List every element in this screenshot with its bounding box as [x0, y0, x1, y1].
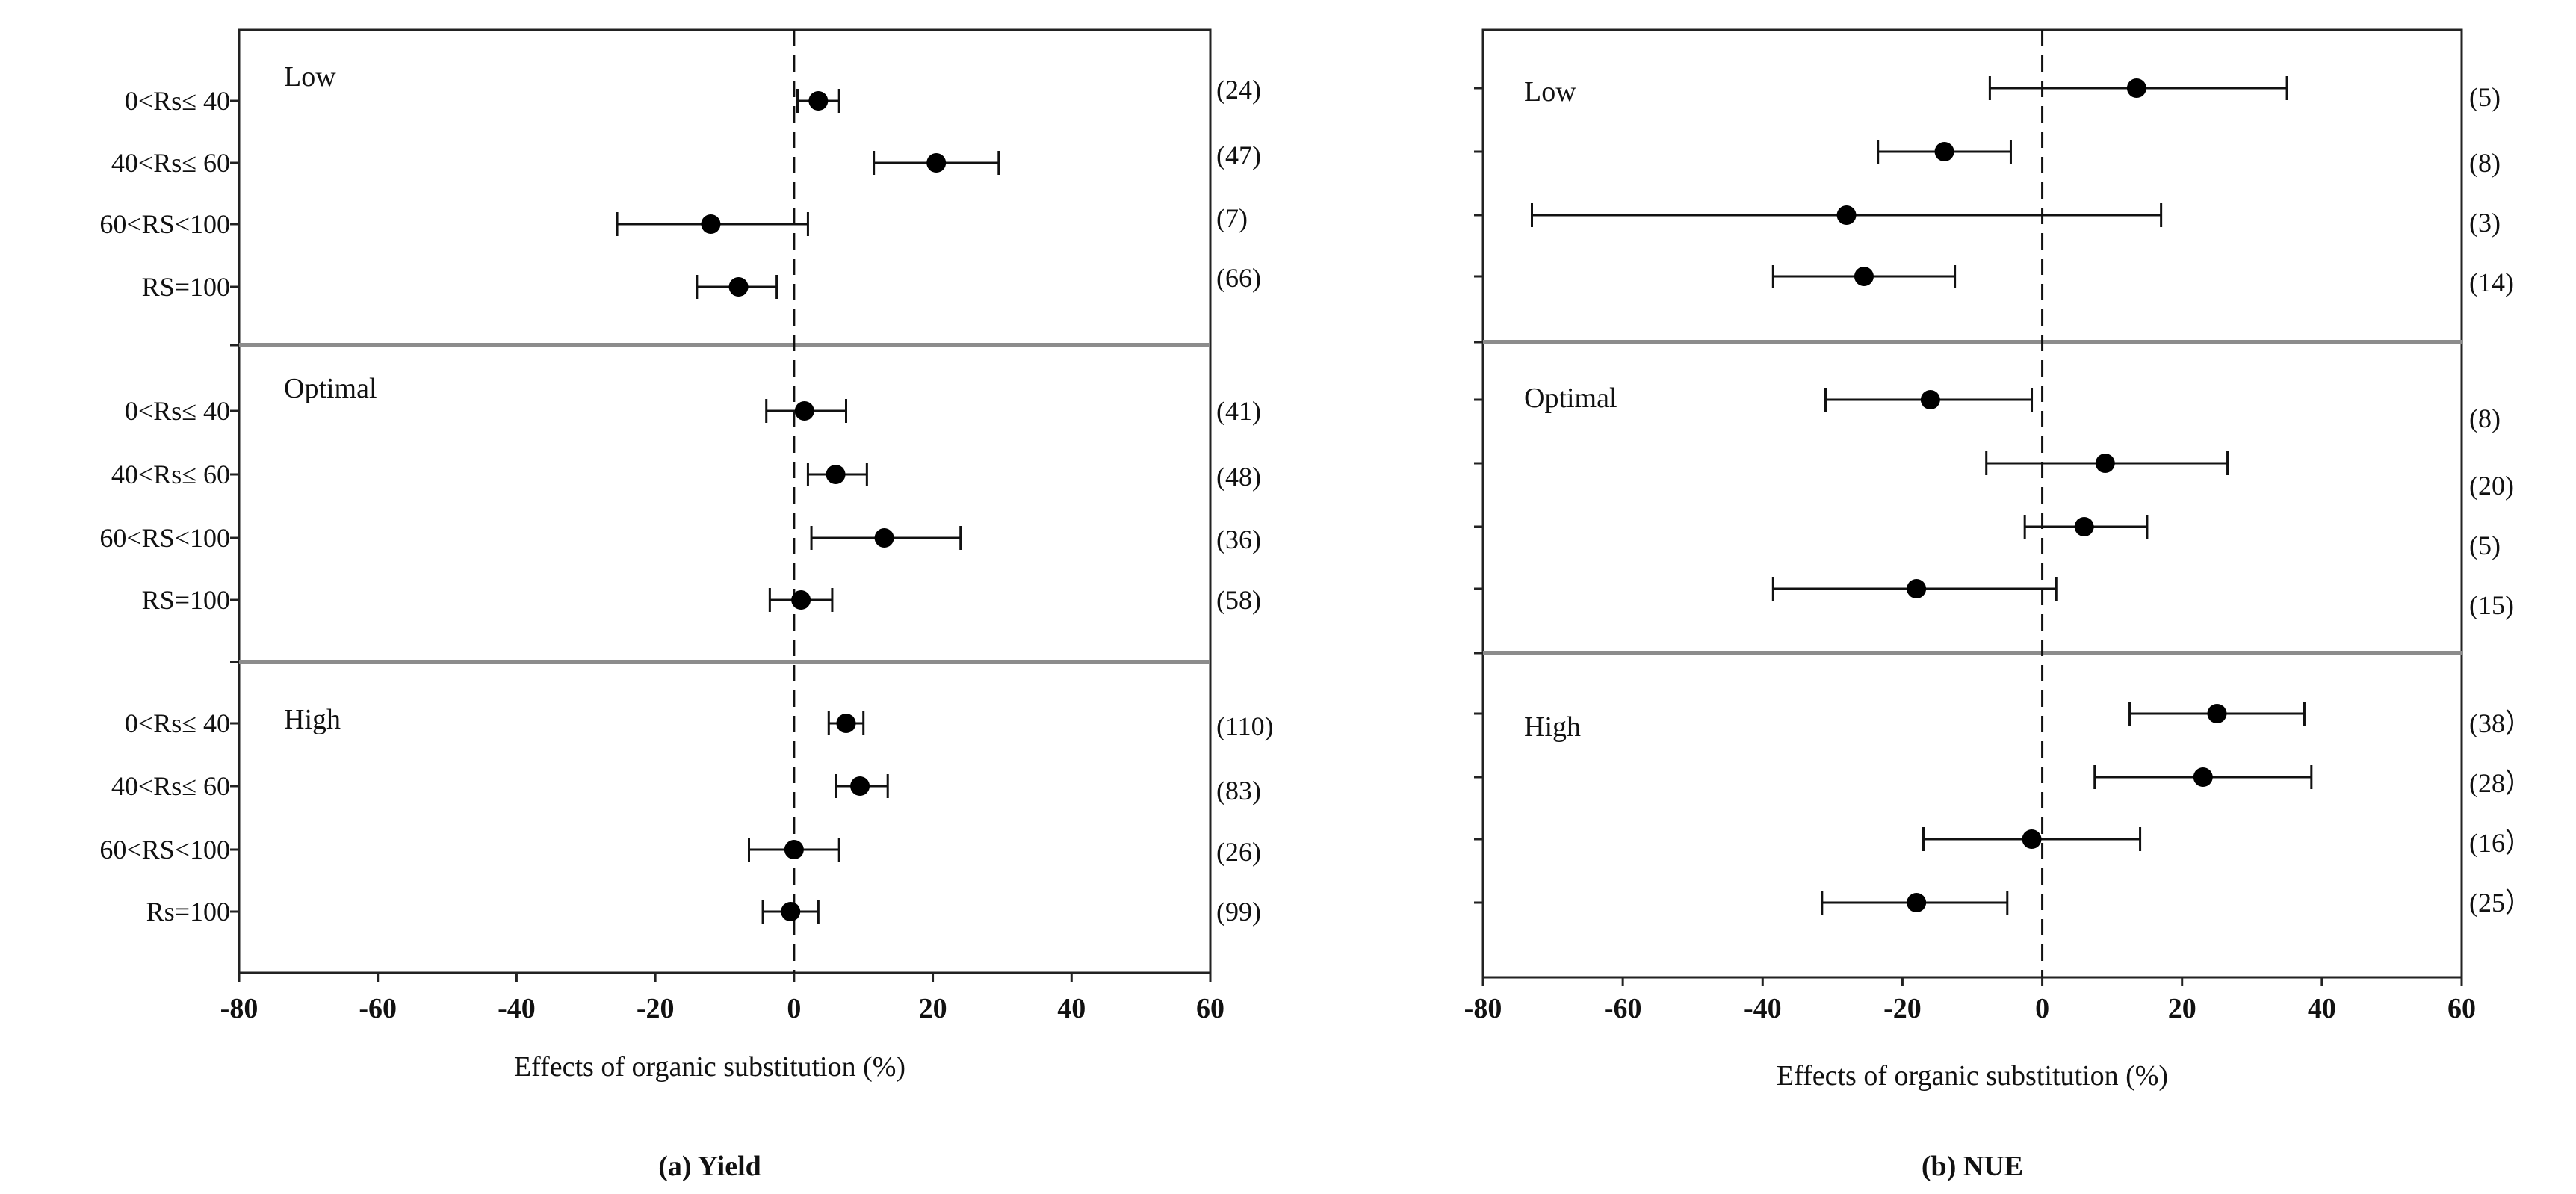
panel-b-sample-size-label: (5) — [2469, 531, 2501, 560]
panel-a-frame — [238, 28, 1212, 974]
panel-a-mean-point — [701, 214, 721, 234]
panel-a-category-label: 40<Rs≤ 60 — [111, 148, 230, 178]
panel-b-x-tick-label: -40 — [1744, 993, 1782, 1024]
panel-b-sample-size-label: (20) — [2469, 471, 2514, 501]
panel-b-mean-point — [2126, 78, 2146, 98]
panel-b-x-tick-label: -20 — [1883, 993, 1922, 1024]
panel-a-category-label: 40<Rs≤ 60 — [111, 460, 230, 489]
panel-a-sample-size-label: (110) — [1216, 711, 1274, 741]
panel-a-mean-point — [791, 590, 811, 610]
panel-b-sample-size-label: (15) — [2469, 590, 2514, 620]
panel-a-mean-point — [808, 91, 829, 111]
panel-a-group-label-optimal: Optimal — [284, 373, 377, 404]
panel-a-category-label: 60<RS<100 — [99, 523, 230, 553]
panel-b-mean-point — [2193, 767, 2213, 787]
panel-a-mean-point — [874, 528, 894, 548]
panel-b-caption: (b) NUE — [1922, 1151, 2023, 1182]
panel-b-x-tick-label: 60 — [2447, 993, 2476, 1024]
panel-b-mean-point — [1907, 579, 1927, 598]
panel-b-sample-size-label: (3) — [2469, 208, 2501, 238]
panel-b-mean-point — [2022, 829, 2042, 849]
panel-a-category-label: 60<RS<100 — [99, 209, 230, 239]
panel-a-sample-size-label: (47) — [1216, 140, 1261, 170]
panel-a-x-tick-label: -20 — [637, 993, 675, 1024]
panel-b-sample-size-label: (38） — [2469, 708, 2532, 738]
panel-b-x-tick-label: 0 — [2035, 993, 2049, 1024]
panel-b-group-label-low: Low — [1524, 76, 1576, 108]
panel-b-mean-point — [1854, 267, 1874, 286]
panel-b-sample-size-label: (14) — [2469, 267, 2514, 297]
panel-b-sample-size-label: (25） — [2469, 888, 2532, 918]
panel-b-mean-point — [1836, 205, 1857, 225]
panel-b-sample-size-label: (5) — [2469, 82, 2501, 112]
panel-b-sample-size-label: (28） — [2469, 768, 2532, 798]
panel-b-sample-size-label: (8) — [2469, 148, 2501, 178]
panel-b-group-label-high: High — [1524, 711, 1581, 743]
panel-a-category-label: 0<Rs≤ 40 — [125, 708, 230, 738]
panel-a-category-label: 0<Rs≤ 40 — [125, 86, 230, 116]
panel-a-sample-size-label: (66) — [1216, 263, 1261, 293]
panel-a-category-label: Rs=100 — [146, 897, 230, 927]
panel-a-sample-size-label: (26) — [1216, 837, 1261, 867]
panel-b-x-tick-label: -60 — [1604, 993, 1642, 1024]
panel-b-group-label-optimal: Optimal — [1524, 383, 1617, 414]
panel-a-x-tick-label: -60 — [359, 993, 397, 1024]
panel-b-mean-point — [1920, 390, 1940, 409]
panel-a-sample-size-label: (58) — [1216, 585, 1261, 615]
panel-a-x-tick-label: 20 — [919, 993, 947, 1024]
panel-a-sample-size-label: (36) — [1216, 525, 1261, 554]
panel-a-category-label: RS=100 — [142, 272, 230, 302]
panel-a-sample-size-label: (83) — [1216, 776, 1261, 805]
panel-a-category-label: RS=100 — [142, 585, 230, 615]
panel-b-mean-point — [2207, 704, 2227, 723]
panel-a-mean-point — [836, 714, 856, 733]
panel-a-sample-size-label: (7) — [1216, 203, 1248, 233]
panel-a-group-label-low: Low — [284, 61, 336, 93]
panel-a-mean-point — [781, 902, 801, 921]
panel-a-mean-point — [728, 277, 749, 297]
panel-a-mean-point — [850, 776, 870, 796]
panel-b-x-tick-label: -80 — [1464, 993, 1502, 1024]
panel-b-x-tick-label: 20 — [2168, 993, 2196, 1024]
panel-b-sample-size-label: (8) — [2469, 403, 2501, 433]
panel-a-category-label: 0<Rs≤ 40 — [125, 396, 230, 426]
panel-b-x-tick-label: 40 — [2308, 993, 2336, 1024]
panel-a-mean-point — [826, 465, 846, 484]
panel-a-caption: (a) Yield — [658, 1151, 761, 1182]
panel-a-sample-size-label: (99) — [1216, 897, 1261, 927]
panel-a-sample-size-label: (41) — [1216, 396, 1261, 426]
panel-a-mean-point — [926, 153, 947, 173]
panel-b-mean-point — [1934, 142, 1954, 161]
panel-a-sample-size-label: (24) — [1216, 75, 1261, 105]
panel-a-sample-size-label: (48) — [1216, 462, 1261, 492]
panel-a-mean-point — [784, 840, 804, 859]
panel-a-mean-point — [794, 401, 814, 421]
panel-a-x-tick-label: -80 — [220, 993, 258, 1024]
panel-a-group-label-high: High — [284, 704, 341, 735]
panel-b-mean-point — [2074, 517, 2094, 536]
panel-a-x-tick-label: 40 — [1057, 993, 1086, 1024]
panel-b-sample-size-label: (16） — [2469, 828, 2532, 858]
panel-b-mean-point — [2095, 454, 2115, 473]
panel-a-x-axis-title: Effects of organic substitution (%) — [514, 1051, 905, 1083]
panel-a-category-label: 60<RS<100 — [99, 835, 230, 864]
panel-a-x-tick-label: 60 — [1196, 993, 1224, 1024]
panel-a-x-tick-label: 0 — [787, 993, 801, 1024]
panel-a-category-label: 40<Rs≤ 60 — [111, 771, 230, 801]
panel-b-frame — [1481, 28, 2463, 979]
panel-b-x-axis-title: Effects of organic substitution (%) — [1777, 1060, 2168, 1092]
panel-b-mean-point — [1907, 893, 1927, 912]
panel-a-x-tick-label: -40 — [498, 993, 536, 1024]
